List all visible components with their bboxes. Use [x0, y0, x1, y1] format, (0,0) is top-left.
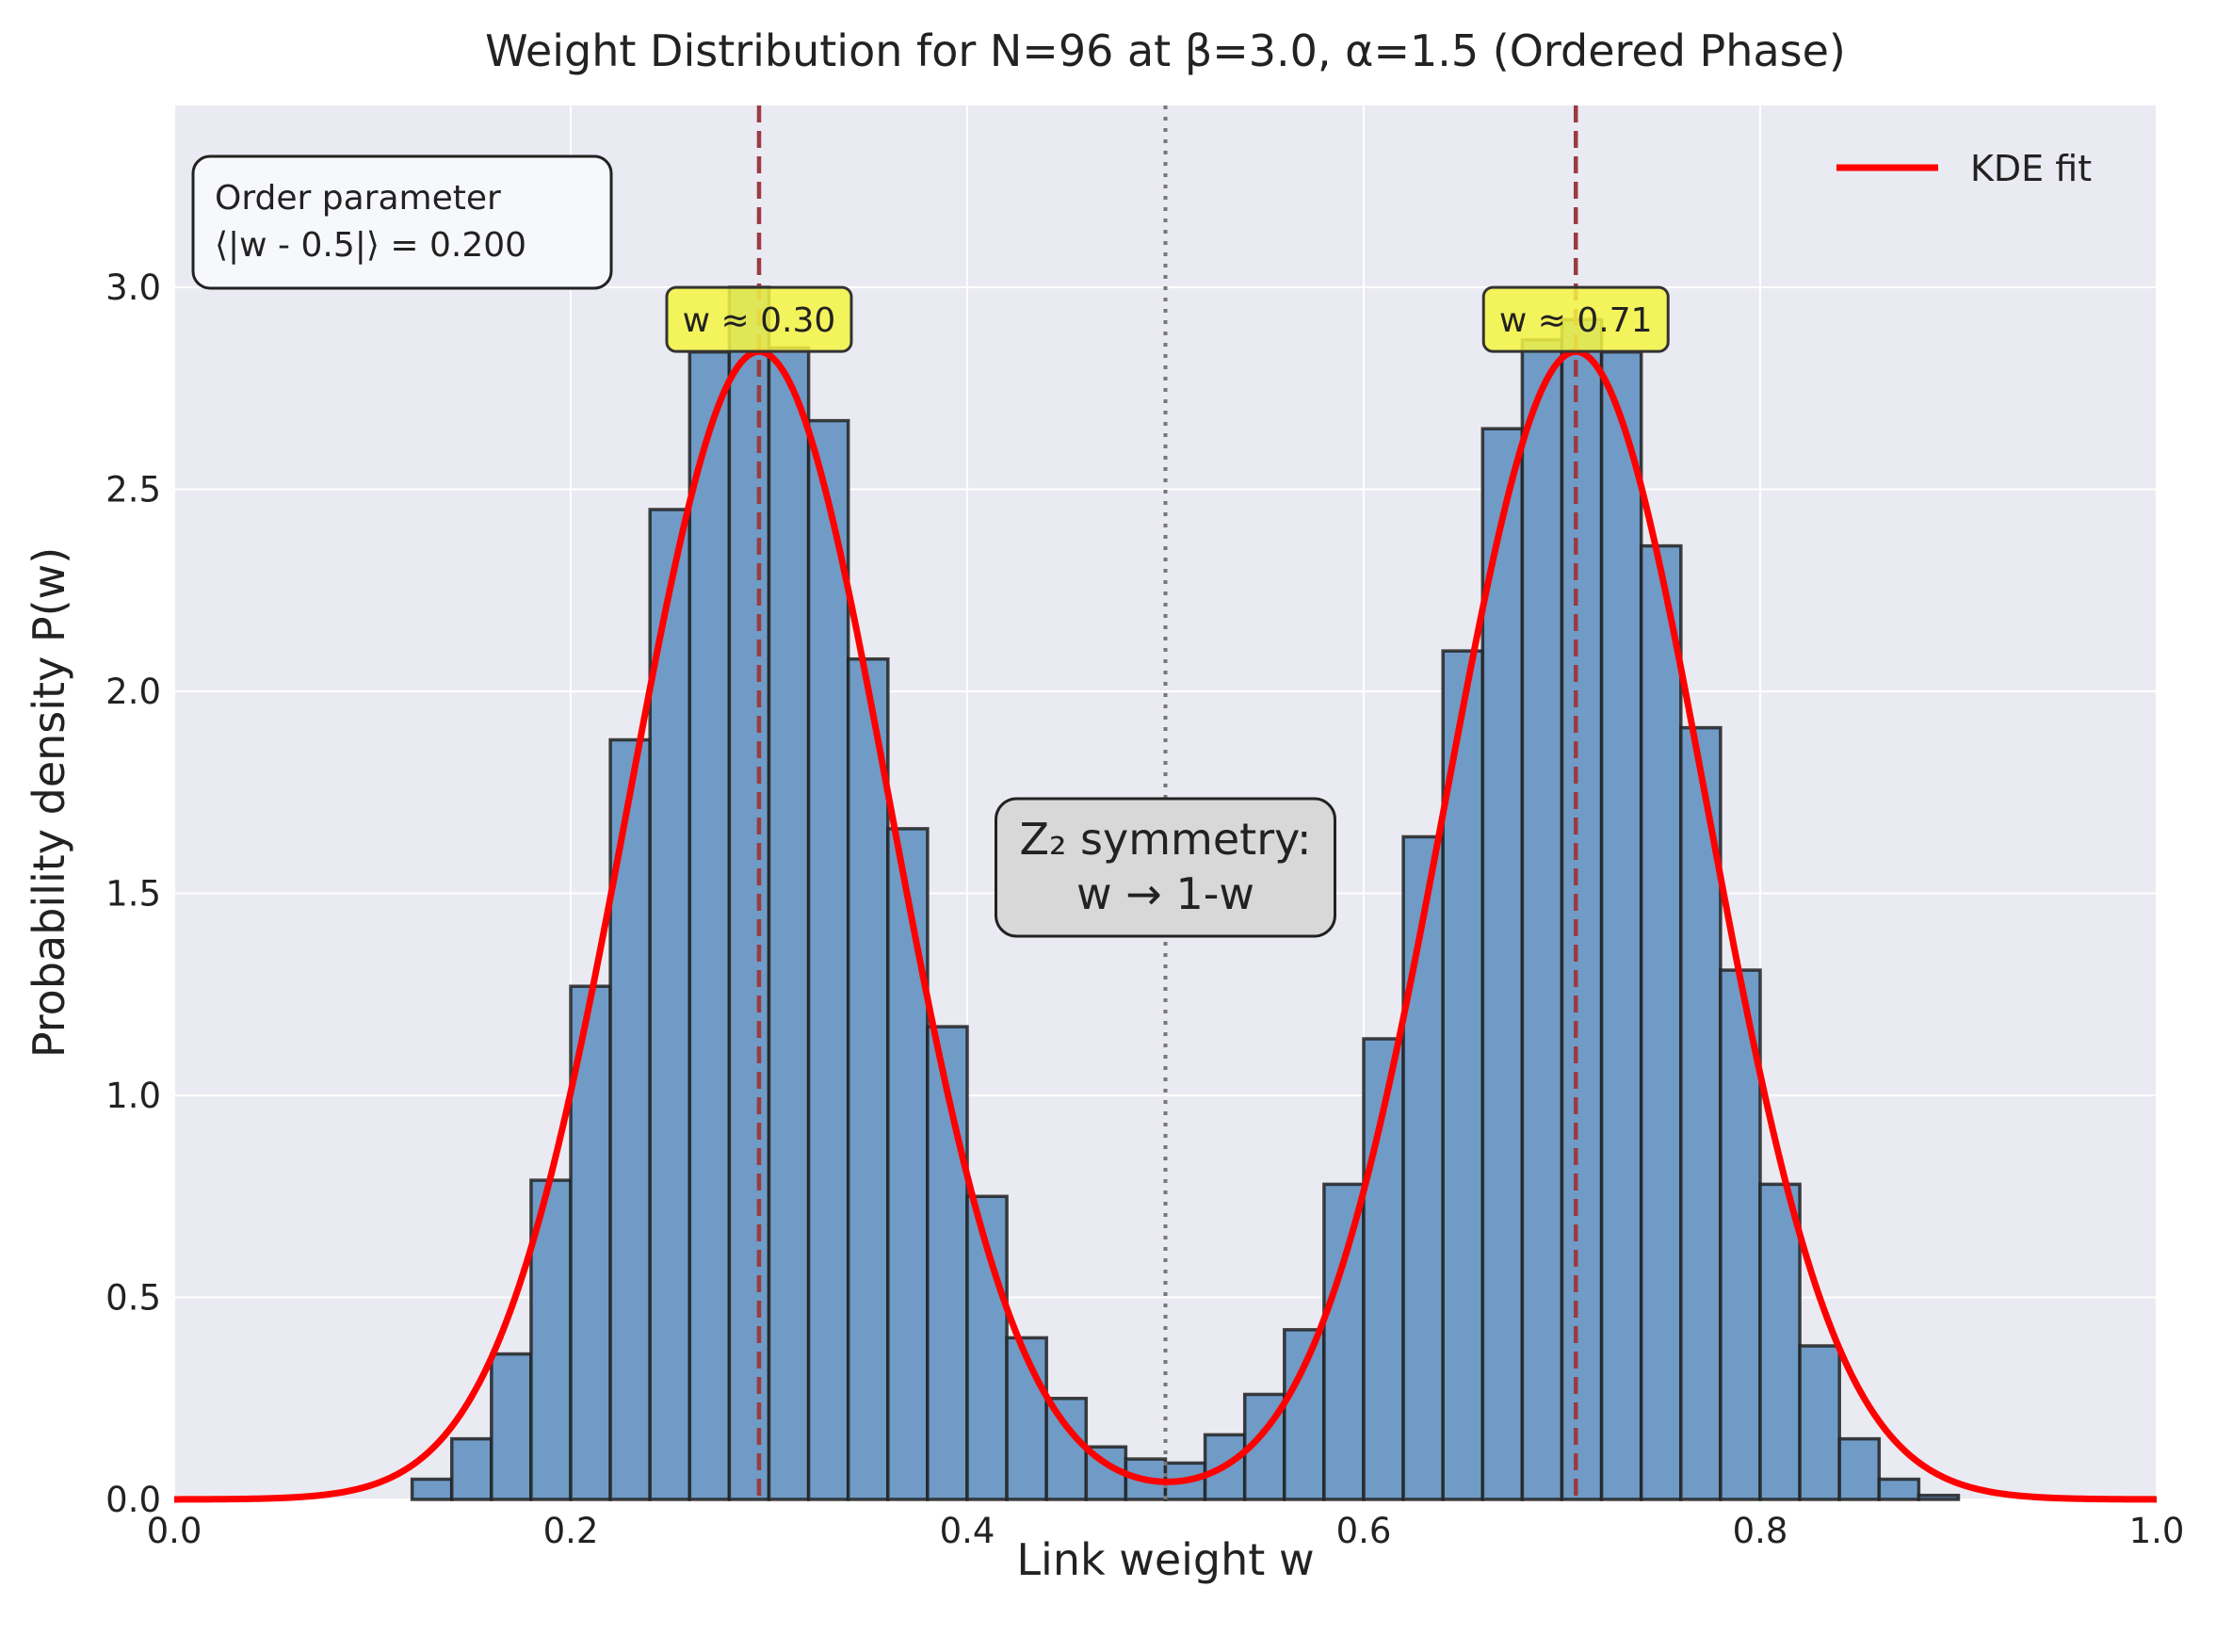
histogram-bar — [449, 1436, 493, 1501]
histogram-bar — [806, 418, 850, 1501]
histogram-bar — [1639, 543, 1683, 1501]
histogram-bar — [1560, 317, 1604, 1501]
histogram-bar — [1520, 338, 1564, 1501]
y-tick-label: 2.5 — [105, 470, 161, 510]
y-axis-label: Probability density P(w) — [24, 547, 74, 1058]
order-parameter-box: Order parameter ⟨|w - 0.5|⟩ = 0.200 — [191, 154, 613, 290]
peak-label-text: w ≈ 0.30 — [683, 301, 836, 340]
x-tick-label: 0.0 — [147, 1511, 202, 1551]
histogram-bars — [410, 285, 1961, 1501]
histogram-bar — [727, 285, 771, 1501]
legend-label-kde: KDE fit — [1970, 148, 2092, 189]
order-parameter-frame — [191, 154, 613, 290]
legend: KDE fit — [1836, 148, 2092, 189]
peak-label-box — [1481, 285, 1670, 353]
histogram-bar — [886, 827, 930, 1501]
y-tick-label: 0.0 — [105, 1480, 161, 1520]
histogram-bar — [687, 349, 732, 1501]
x-tick-label: 0.4 — [940, 1511, 995, 1551]
peak-labels: w ≈ 0.30 w ≈ 0.71 — [665, 285, 1670, 353]
symmetry-mapping: w → 1-w — [1076, 868, 1254, 919]
histogram-bar — [1877, 1477, 1921, 1501]
x-tick-label: 1.0 — [2129, 1511, 2185, 1551]
chart-title: Weight Distribution for N=96 at β=3.0, α… — [485, 25, 1846, 76]
peak-label-box — [665, 285, 853, 353]
histogram-bar — [410, 1477, 454, 1501]
histogram-bar — [1044, 1397, 1089, 1501]
y-tick-label: 1.5 — [105, 874, 161, 915]
histogram-bar — [1283, 1328, 1326, 1501]
histogram-bar — [1917, 1493, 1961, 1501]
y-tick-label: 3.0 — [105, 267, 161, 308]
symmetry-box: Z₂ symmetry: w → 1-w — [995, 797, 1336, 938]
histogram-bar — [846, 656, 890, 1501]
x-tick-label: 0.2 — [543, 1511, 599, 1551]
kde-curve — [174, 348, 2158, 1503]
x-axis-label: Link weight w — [1016, 1534, 1314, 1585]
symmetry-title: Z₂ symmetry: — [1019, 814, 1311, 865]
y-tick-label: 1.0 — [105, 1076, 161, 1116]
order-parameter-title: Order parameter — [215, 179, 501, 218]
histogram-bar — [1322, 1182, 1366, 1501]
peak-label-text: w ≈ 0.71 — [1499, 301, 1653, 340]
histogram-bar — [1599, 349, 1643, 1501]
y-tick-label: 0.5 — [105, 1278, 161, 1319]
histogram-bar — [1837, 1436, 1882, 1501]
histogram-bar — [1758, 1182, 1802, 1501]
x-tick-label: 0.8 — [1733, 1511, 1788, 1551]
histogram-bar — [1480, 427, 1525, 1501]
symmetry-frame — [995, 797, 1336, 938]
kde-curve-layer — [174, 348, 2158, 1503]
histogram-bar — [767, 346, 811, 1501]
x-tick-label: 0.6 — [1336, 1511, 1392, 1551]
histogram-bar — [1401, 834, 1445, 1501]
y-tick-label: 2.0 — [105, 672, 161, 712]
histogram-bar — [490, 1352, 533, 1501]
axis-ticks: 0.0 0.2 0.4 0.6 0.8 1.0 0.0 0.5 1.0 1.5 2.0 2.5 3.0 — [105, 267, 2184, 1551]
histogram-bar — [648, 508, 692, 1501]
order-parameter-value: ⟨|w - 0.5|⟩ = 0.200 — [215, 226, 526, 265]
histogram-bar — [1798, 1344, 1841, 1501]
